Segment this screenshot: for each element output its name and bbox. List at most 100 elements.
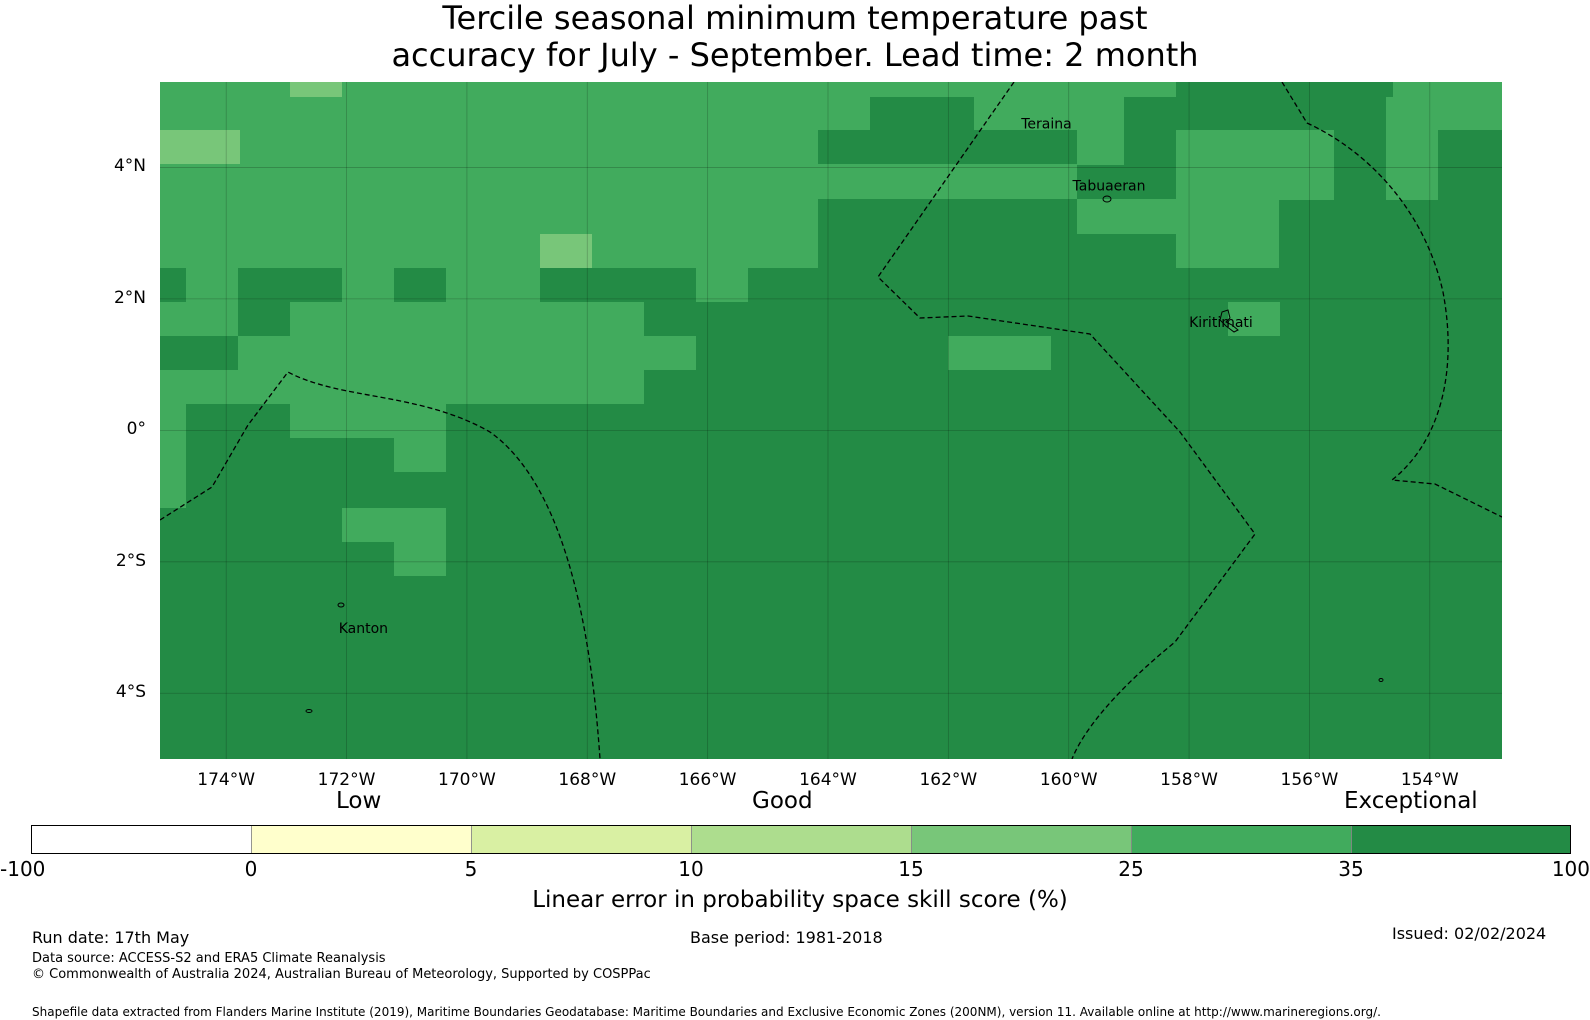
lat-tick-label: 4°S — [115, 682, 146, 703]
map-cell — [1077, 130, 1124, 165]
colorbar-tick-label: 25 — [1118, 857, 1144, 881]
lon-tick-label: 158°W — [1160, 770, 1218, 790]
place-label-teraina: Teraina — [1020, 117, 1071, 133]
lat-tick-label: 4°N — [113, 156, 146, 177]
map-cell — [342, 508, 446, 542]
map-cell — [1077, 199, 1176, 234]
map-cells — [160, 82, 1502, 576]
map-cell — [1176, 82, 1293, 97]
map-cell — [160, 97, 818, 164]
qual-label-low: Low — [336, 788, 382, 814]
map-cell — [1018, 82, 1176, 97]
colorbar-tick-label: 0 — [244, 857, 258, 881]
colorbar-label: Linear error in probability space skill … — [532, 887, 1068, 913]
colorbar-frame — [31, 825, 1571, 854]
colorbar-tick-label: 10 — [678, 857, 704, 881]
lat-tick-label: 2°S — [115, 550, 146, 571]
map-cell — [818, 97, 870, 130]
map-cell — [160, 130, 240, 165]
lon-tick-label: 170°W — [438, 770, 496, 790]
colorbar-swatch — [1351, 825, 1571, 854]
map-cell — [160, 404, 186, 508]
lon-tick-label: 166°W — [678, 770, 737, 790]
map-cell — [238, 336, 696, 370]
island-tabuaeran-outline — [1102, 195, 1112, 203]
place-label-tabuaeran: Tabuaeran — [1072, 179, 1146, 195]
qual-label-good: Good — [752, 788, 813, 814]
colorbar-swatch — [911, 825, 1132, 854]
lon-tick-label: 164°W — [799, 770, 857, 790]
place-label-kiritimati: Kiritimati — [1189, 315, 1253, 331]
island-outlines — [305, 195, 1384, 713]
map-cell — [238, 268, 342, 302]
title-line-2: accuracy for July - September. Lead time… — [391, 36, 1199, 74]
map-cell — [394, 542, 446, 576]
lon-tick-label: 168°W — [558, 770, 617, 790]
map-cell — [290, 82, 342, 97]
place-labels: Teraina Tabuaeran Kiritimati Kanton — [339, 117, 1253, 637]
colorbar-tick-label: 15 — [898, 857, 924, 881]
map-cell — [540, 234, 592, 268]
base-period: Base period: 1981-2018 — [690, 928, 883, 947]
lat-tick-label: 0° — [126, 419, 146, 440]
colorbar-swatch — [1131, 825, 1352, 854]
map-cell — [870, 97, 974, 130]
map-cell — [290, 404, 394, 438]
map-cell — [342, 268, 394, 302]
place-label-kanton: Kanton — [339, 621, 388, 637]
map-cell — [394, 268, 446, 302]
lon-tick-label: 162°W — [919, 770, 978, 790]
issued-date: Issued: 02/02/2024 — [1392, 924, 1547, 943]
map-cell — [974, 130, 1077, 165]
map-cell — [160, 164, 818, 268]
island-kiritimati-outline — [1219, 309, 1239, 333]
map-cell — [540, 268, 696, 302]
colorbar — [31, 825, 1571, 854]
colorbar-swatches — [31, 825, 1571, 854]
colorbar-tick-label: 35 — [1338, 857, 1364, 881]
title-line-1: Tercile seasonal minimum temperature pas… — [442, 0, 1148, 37]
map-cell — [1334, 97, 1386, 130]
map-cell — [238, 302, 290, 336]
map-cell — [696, 268, 748, 302]
map-cell — [818, 82, 1018, 97]
qual-label-exceptional: Exceptional — [1344, 788, 1478, 814]
map-cell — [160, 336, 238, 370]
skill-score-map: Teraina Tabuaeran Kiritimati Kanton — [160, 82, 1502, 759]
map-cell — [1386, 97, 1502, 130]
map-cell — [160, 370, 644, 404]
lon-tick-label: 156°W — [1280, 770, 1339, 790]
colorbar-swatch — [471, 825, 692, 854]
colorbar-tick-label: -100 — [0, 857, 46, 881]
map-cell — [870, 130, 974, 165]
map-cell — [1176, 97, 1334, 130]
copyright: © Commonwealth of Australia 2024, Austra… — [32, 967, 651, 982]
colorbar-swatch — [31, 825, 252, 854]
lon-tick-label: 174°W — [197, 770, 256, 790]
map-cell — [186, 268, 238, 302]
map-cell — [1176, 130, 1334, 200]
map-title: Tercile seasonal minimum temperature pas… — [0, 0, 1590, 74]
lat-tick-label: 2°N — [113, 287, 146, 308]
map-cell — [1334, 130, 1386, 200]
eez-boundary-kanton — [160, 371, 601, 759]
map-cell — [160, 268, 186, 302]
lon-tick-label: 172°W — [317, 770, 376, 790]
eez-boundaries — [160, 82, 1502, 759]
map-gridlines — [160, 82, 1502, 759]
colorbar-swatch — [691, 825, 912, 854]
lon-tick-label: 160°W — [1039, 770, 1098, 790]
islet-1 — [305, 709, 313, 713]
map-cell — [160, 302, 238, 336]
colorbar-tick-label: 100 — [1551, 857, 1590, 881]
island-kanton-outline — [337, 602, 345, 608]
eez-boundary-kiritimati — [1281, 82, 1502, 518]
map-cell — [446, 268, 550, 302]
colorbar-tick-label: 5 — [464, 857, 478, 881]
map-cell — [1393, 82, 1502, 97]
map-cell — [1124, 97, 1176, 164]
map-cell — [394, 404, 446, 472]
map-cell — [1438, 130, 1502, 200]
map-cell — [1176, 199, 1279, 268]
map-cell — [818, 164, 870, 199]
